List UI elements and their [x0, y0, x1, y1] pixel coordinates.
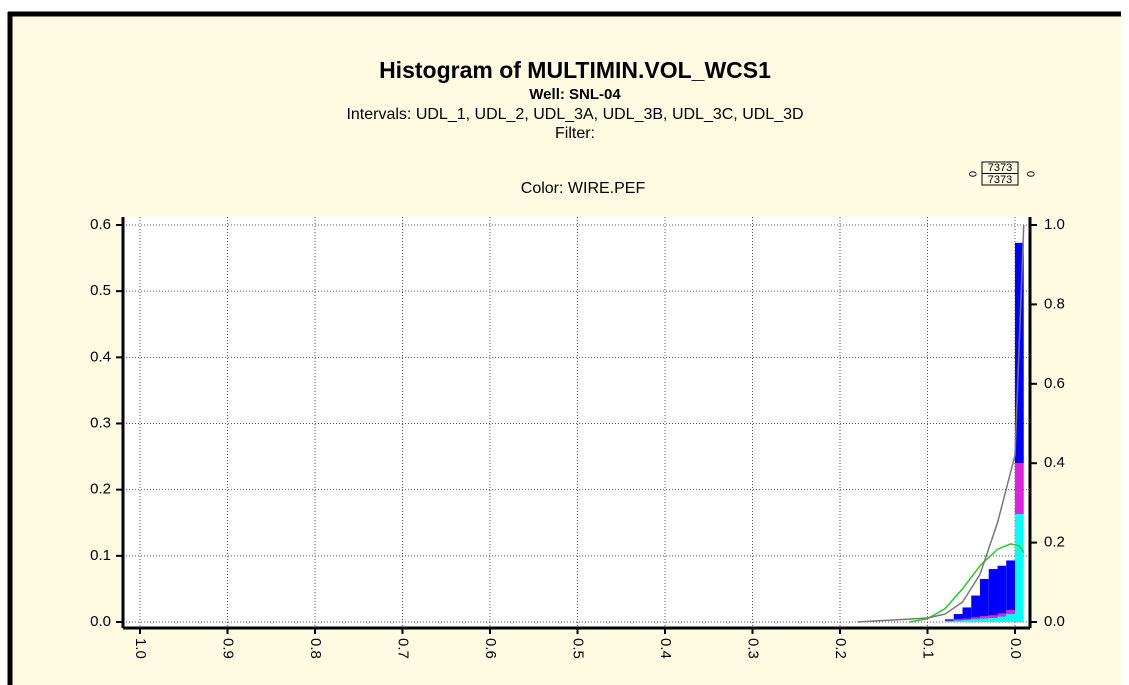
- counter-bottom: 7373: [988, 174, 1012, 186]
- histogram-bar: [962, 620, 972, 622]
- y-tick-label: 0.5: [90, 282, 111, 299]
- color-label: Color: WIRE.PEF: [521, 180, 646, 197]
- histogram-bar: [953, 614, 963, 620]
- histogram-bar: [953, 620, 963, 622]
- x-tick-label: 0.3: [745, 638, 762, 659]
- y-tick-label: 0.4: [90, 348, 111, 365]
- y2-tick-label: 1.0: [1044, 216, 1065, 233]
- x-tick-label: 0.5: [570, 638, 587, 659]
- y2-tick-label: 0.0: [1044, 613, 1065, 630]
- y2-tick-label: 0.8: [1044, 295, 1065, 312]
- x-tick-label: 0.8: [307, 638, 324, 659]
- histogram-bar: [988, 615, 998, 619]
- histogram-bar: [953, 619, 963, 621]
- x-tick-label: 0.7: [395, 638, 412, 659]
- counter-top: 7373: [988, 162, 1012, 174]
- y-tick-label: 0.2: [90, 481, 111, 498]
- histogram-bar: [988, 569, 998, 616]
- y2-tick-label: 0.4: [1044, 454, 1065, 471]
- y2-tick-label: 0.6: [1044, 375, 1065, 392]
- histogram-bar: [1006, 610, 1015, 615]
- curve: [909, 543, 1025, 623]
- x-tick-label: 0.0: [1007, 638, 1024, 659]
- x-tick-label: 0.2: [832, 638, 849, 659]
- y-tick-label: 0.0: [90, 613, 111, 630]
- histogram-bar: [962, 618, 972, 621]
- histogram-bar: [962, 607, 972, 619]
- x-tick-label: 0.9: [220, 638, 237, 659]
- histogram-bar: [1015, 463, 1024, 515]
- filter: Filter:: [555, 125, 595, 142]
- curve: [857, 224, 1025, 623]
- y-tick-label: 0.3: [90, 414, 111, 431]
- histogram-bar: [997, 565, 1007, 614]
- histogram-bar: [945, 619, 954, 621]
- histogram-bar: [971, 617, 980, 620]
- histogram-bar: [1015, 514, 1024, 622]
- x-tick-label: 1.0: [132, 638, 149, 659]
- plot-area: [123, 217, 1030, 628]
- x-tick-label: 0.4: [657, 638, 674, 659]
- histogram-bar: [945, 620, 954, 622]
- histogram-bar: [971, 595, 980, 618]
- histogram-bar: [980, 616, 989, 619]
- x-tick-label: 0.1: [920, 638, 937, 659]
- y2-tick-label: 0.2: [1044, 534, 1065, 551]
- histogram-bar: [1006, 614, 1015, 622]
- y-tick-label: 0.1: [90, 547, 111, 564]
- counter-right: 0: [1024, 171, 1036, 177]
- counter: 7373 7373 0 0: [966, 161, 1036, 186]
- histogram-bar: [980, 618, 989, 622]
- histogram-bar: [997, 613, 1007, 617]
- y-tick-label: 0.6: [90, 216, 111, 233]
- histogram-bar: [945, 621, 954, 622]
- histogram-bar: [1006, 560, 1015, 611]
- histogram-bar: [971, 619, 980, 622]
- intervals: Intervals: UDL_1, UDL_2, UDL_3A, UDL_3B,…: [346, 106, 803, 123]
- x-tick-label: 0.6: [482, 638, 499, 659]
- counter-left: 0: [966, 171, 978, 177]
- histogram-bar: [988, 618, 998, 622]
- chart-title: Histogram of MULTIMIN.VOL_WCS1: [379, 57, 771, 83]
- histogram-bar: [980, 578, 989, 617]
- histogram-bar: [997, 616, 1007, 622]
- chart-subtitle: Well: SNL-04: [529, 86, 621, 103]
